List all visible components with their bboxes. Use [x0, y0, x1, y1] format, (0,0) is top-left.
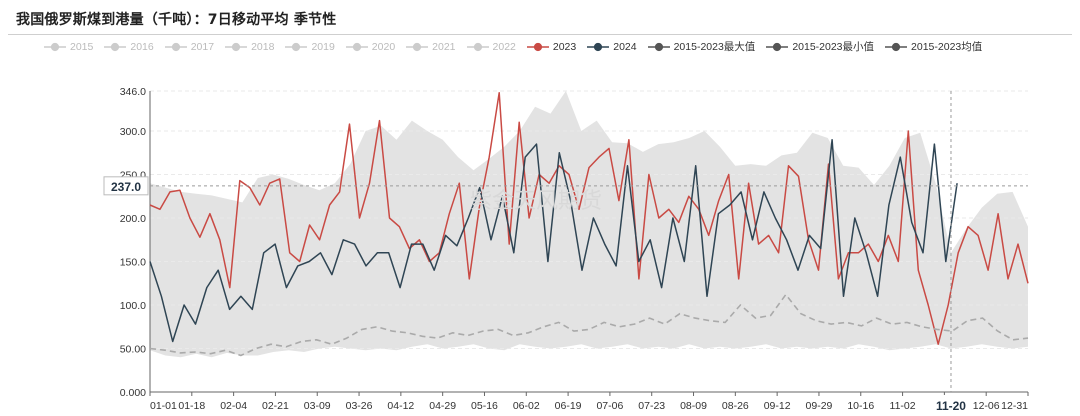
legend-item-2015-2023最大值[interactable]: 2015-2023最大值 — [647, 39, 756, 54]
x-tick-label: 02-21 — [262, 400, 289, 412]
legend-marker-icon — [104, 42, 127, 51]
legend-label: 2016 — [130, 40, 154, 53]
legend-item-2020[interactable]: 2020 — [345, 40, 396, 53]
legend-label: 2023 — [552, 40, 577, 53]
chart-legend: 2015 2016 2017 2018 2019 2020 2021 2022 2023 2024… — [44, 39, 993, 54]
legend-marker-icon — [647, 42, 670, 51]
legend-label: 2015 — [70, 40, 94, 53]
legend-label: 2015-2023最小值 — [792, 41, 875, 53]
series-line-2024 — [149, 138, 958, 343]
legend-item-2017[interactable]: 2017 — [164, 40, 215, 53]
x-tick-label: 07-23 — [638, 400, 665, 412]
legend-item-2024[interactable]: 2024 — [587, 40, 637, 53]
legend-marker-icon — [766, 42, 789, 51]
legend-label: 2015-2023均值 — [911, 41, 983, 53]
legend-item-2023[interactable]: 2023 — [526, 40, 577, 53]
legend-label: 2019 — [311, 40, 335, 53]
pointer-x-label: 11-20 — [936, 399, 966, 413]
y-tick-label: 346.0 — [120, 86, 146, 98]
x-tick-label: 12-06 — [973, 400, 1000, 412]
x-tick-label: 08-09 — [680, 400, 707, 412]
legend-marker-icon — [885, 42, 908, 51]
y-tick-label: 300.0 — [120, 126, 146, 138]
x-tick-label: 09-29 — [806, 400, 833, 412]
y-tick-label: 50.00 — [120, 344, 146, 356]
y-tick-label: 200.0 — [120, 213, 146, 225]
chart-title: 我国俄罗斯煤到港量（千吨）：7日移动平均 季节性 — [16, 12, 337, 28]
y-tick-label: 100.0 — [120, 300, 146, 312]
x-tick-label: 09-12 — [764, 400, 791, 412]
legend-item-2015-2023最小值[interactable]: 2015-2023最小值 — [766, 39, 874, 54]
legend-marker-icon — [164, 42, 187, 51]
legend-marker-icon — [345, 42, 368, 51]
legend-marker-icon — [285, 42, 308, 51]
legend-label: 2017 — [190, 40, 215, 53]
legend-item-2018[interactable]: 2018 — [225, 41, 274, 53]
x-tick-label: 06-19 — [555, 400, 582, 412]
pointer-y-label: 237.0 — [111, 180, 141, 194]
legend-label: 2024 — [613, 40, 637, 53]
legend-label: 2022 — [492, 40, 516, 53]
y-tick-label: 150.0 — [120, 257, 146, 269]
legend-label: 2015-2023最大值 — [673, 41, 756, 53]
x-tick-label: 01-18 — [178, 400, 205, 412]
legend-item-2015-2023均值[interactable]: 2015-2023均值 — [885, 39, 982, 54]
x-tick-label: 02-04 — [220, 400, 247, 412]
legend-marker-icon — [225, 42, 248, 51]
watermark: 紫金天风期货 — [470, 189, 602, 214]
x-tick-label: 04-12 — [387, 400, 414, 412]
series-line-2015-2023均值 — [149, 293, 1029, 357]
y-tick-label: 0.000 — [120, 387, 146, 399]
title-divider — [8, 34, 1072, 35]
legend-marker-icon — [587, 42, 610, 51]
x-tick-label: 05-16 — [471, 400, 498, 412]
x-tick-label: 03-09 — [304, 400, 331, 412]
legend-item-2021[interactable]: 2021 — [406, 40, 456, 53]
x-tick-label: 06-02 — [513, 400, 540, 412]
x-tick-label: 12-31 — [1001, 400, 1028, 412]
x-tick-label: 07-06 — [596, 400, 623, 412]
legend-label: 2018 — [251, 40, 275, 53]
legend-label: 2021 — [432, 40, 456, 53]
legend-marker-icon — [44, 42, 66, 51]
x-tick-label: 10-16 — [847, 400, 874, 412]
series-line-2023 — [149, 91, 1029, 345]
pointer-y-label-box — [103, 176, 149, 196]
legend-marker-icon — [466, 42, 489, 51]
legend-item-2022[interactable]: 2022 — [466, 40, 516, 53]
legend-marker-icon — [526, 42, 549, 51]
x-tick-label: 08-26 — [722, 400, 749, 412]
x-tick-label: 11-02 — [890, 400, 916, 412]
legend-label: 2020 — [371, 40, 396, 53]
x-tick-label: 03-26 — [346, 400, 373, 412]
plot-area: 0.00050.00100.0150.0200.0250.0300.0346.0… — [103, 86, 1029, 413]
min-area — [150, 344, 1028, 392]
x-tick-label: 04-29 — [429, 400, 456, 412]
legend-item-2019[interactable]: 2019 — [285, 40, 335, 53]
legend-item-2015[interactable]: 2015 — [44, 41, 93, 53]
legend-item-2016[interactable]: 2016 — [104, 40, 154, 53]
pointer-x-label-box — [928, 395, 973, 413]
x-tick-label: 01-01 — [150, 400, 177, 412]
legend-marker-icon — [406, 42, 429, 51]
